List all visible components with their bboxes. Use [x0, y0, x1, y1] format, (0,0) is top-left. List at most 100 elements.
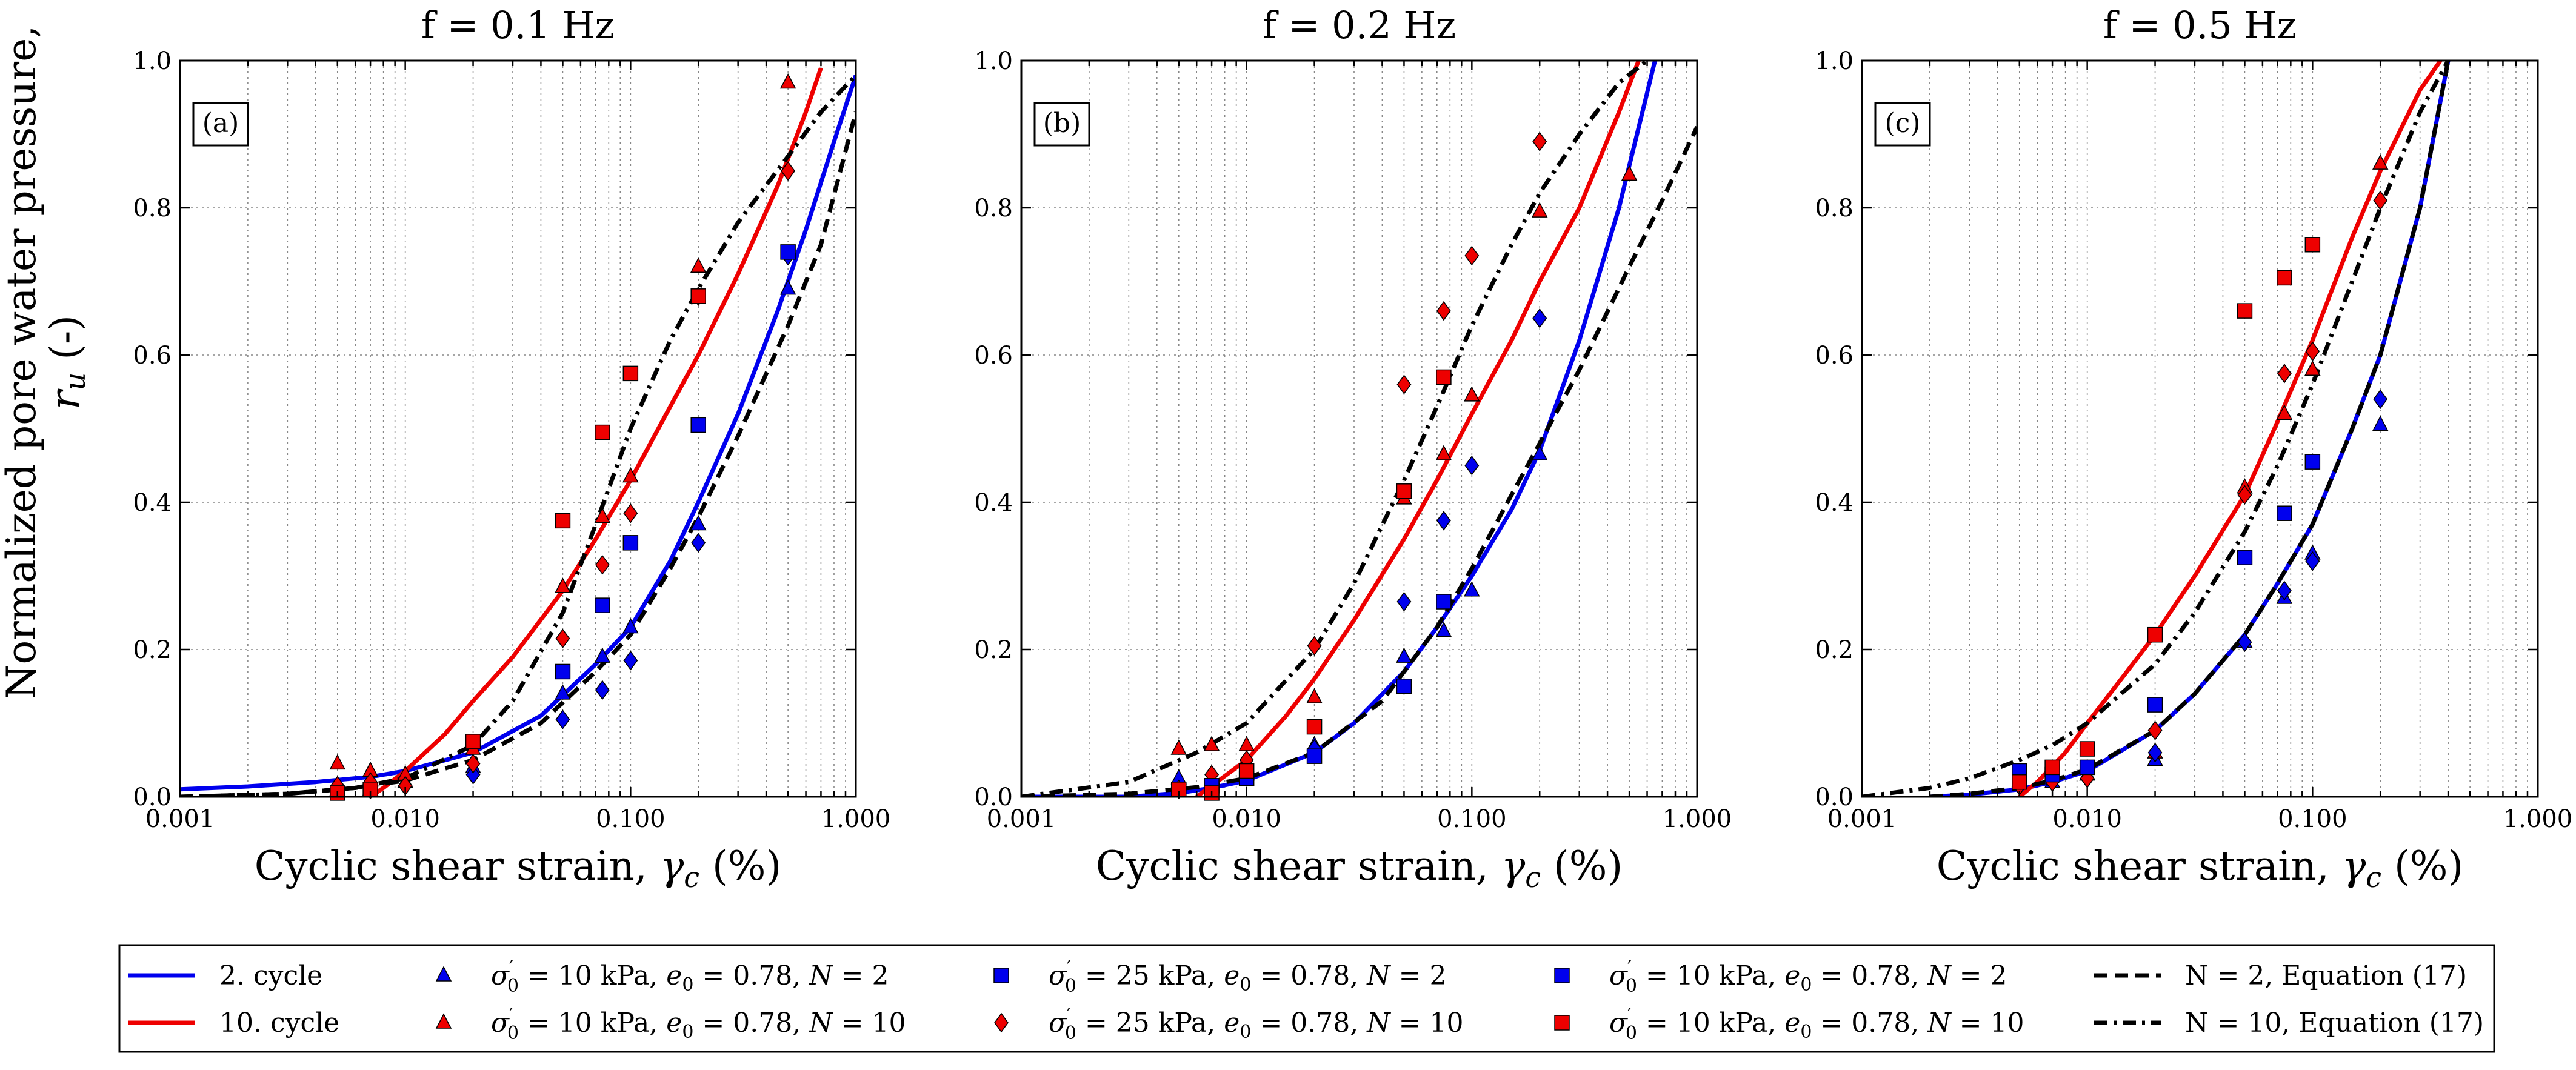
x-tick-label: 1.000 [1663, 805, 1732, 833]
data-point-square-red [2237, 303, 2253, 319]
data-point-diamond-blue [1396, 591, 1412, 612]
data-point-triangle-blue [779, 279, 796, 295]
data-point-diamond-blue [555, 709, 570, 729]
xlabel-subscript: c [1525, 861, 1541, 894]
panel-label: (a) [202, 108, 239, 139]
data-point-square-blue [555, 663, 571, 680]
x-tick-label: 0.010 [1212, 805, 1281, 833]
y-axis-label-line2: ru (-) [42, 315, 92, 410]
legend-label-part: = 0.78, [1812, 960, 1927, 991]
data-point-diamond-blue [2305, 551, 2320, 571]
xlabel-subscript: c [2366, 861, 2381, 894]
y-tick-label: 0.4 [1815, 489, 1854, 517]
legend-entry: σ′ 0 = 10 kPa, e0 = 0.78, N = 10 [1554, 1005, 2024, 1044]
y-tick-label: 0.6 [133, 342, 172, 370]
data-point-diamond-blue [2277, 580, 2292, 601]
legend-label-part: N [809, 1008, 833, 1038]
x-tick-label: 0.010 [370, 805, 440, 833]
legend-label-part: N [1366, 960, 1391, 991]
series-line-n-2-equation-17- [180, 111, 856, 797]
xlabel-main: Cyclic shear strain, [1096, 843, 1501, 889]
panel-label-box [192, 102, 249, 147]
series-line-n-2-equation-17- [1021, 125, 1697, 797]
data-point-square-red [1436, 369, 1452, 385]
curves [1021, 61, 1697, 797]
legend-label-part: = 2 [833, 960, 889, 991]
legend-label-part: σ [1609, 960, 1629, 991]
data-point-triangle-red [329, 754, 346, 770]
y-axis-label-line1: Normalized pore water pressure, [0, 25, 45, 699]
grid [180, 61, 856, 797]
legend-entry: σ′ 0 = 10 kPa, e0 = 0.78, N = 10 [435, 1005, 906, 1044]
data-point-diamond-blue [2237, 632, 2252, 653]
data-point-triangle-red [2372, 154, 2389, 170]
chart-panel-2: 0.001 0.010 0.100 1.000 0.0 0.2 0.4 0.6 0.8 1.0 f … [974, 3, 1732, 894]
xlabel-unit: (%) [1541, 843, 1623, 889]
data-point-triangle-blue [1464, 581, 1480, 597]
y-axis-label: Normalized pore water pressure, ru (-) [0, 25, 92, 699]
data-point-square-blue [1306, 748, 1323, 764]
data-point-triangle-red [1306, 688, 1323, 703]
data-point-diamond-red [555, 628, 570, 649]
data-point-diamond-blue [465, 765, 481, 785]
chart-panel-1: 0.001 0.010 0.100 1.000 0.0 0.2 0.4 0.6 0.8 1.0 f … [133, 3, 890, 894]
data-point-square-blue [2304, 454, 2321, 470]
data-point-diamond-blue [2373, 389, 2388, 410]
y-tick-label: 0.6 [1815, 342, 1854, 370]
y-tick-label: 0.6 [974, 342, 1013, 370]
x-tick-label: 1.000 [821, 805, 891, 833]
series-line-n-10-equation-17- [1021, 61, 1649, 797]
data-point-diamond-red [623, 503, 638, 523]
data-point-diamond-red [2305, 341, 2320, 362]
legend-label: σ′ 0 = 10 kPa, e0 = 0.78, N = 10 [1609, 1005, 2024, 1044]
data-point-triangle-red [1203, 736, 1220, 751]
legend-label-part: 0 [682, 1022, 693, 1043]
y-tick-label: 0.4 [133, 489, 172, 517]
data-point-triangle-blue [1531, 445, 1548, 460]
legend-marker [435, 966, 452, 982]
legend-label: N = 2, Equation (17) [2185, 960, 2467, 991]
x-tick-label: 0.001 [987, 805, 1056, 833]
data-point-triangle-red [690, 257, 707, 273]
data-point-triangle-red [1435, 445, 1452, 460]
panel-label: (c) [1885, 108, 1921, 139]
data-point-diamond-blue [2147, 742, 2163, 763]
legend-label-part: N [809, 960, 833, 991]
panel-label: (b) [1043, 108, 1081, 139]
data-point-square-blue [1436, 594, 1452, 610]
legend-label-part: 0 [1065, 975, 1076, 997]
y-tick-label: 1.0 [1815, 47, 1854, 75]
data-point-square-blue [595, 597, 610, 613]
x-tick-label: 0.010 [2052, 805, 2122, 833]
plot-area [1021, 61, 1697, 797]
xlabel-main: Cyclic shear strain, [255, 843, 660, 889]
panel-label-box [1033, 102, 1090, 147]
data-point-triangle-red [1621, 165, 1638, 181]
data-point-triangle-red [2304, 360, 2321, 376]
legend-label-part: e [1224, 1008, 1240, 1038]
legend-label-part: σ [1609, 1008, 1629, 1038]
legend-marker [1554, 1015, 1570, 1031]
data-point-square-red [2147, 626, 2163, 643]
legend-label-part: = 0.78, [693, 1008, 809, 1038]
legend-marker [993, 968, 1009, 983]
data-point-diamond-red [465, 754, 481, 774]
ticks [179, 59, 857, 798]
legend-label-part: = 10 kPa, [519, 960, 666, 991]
data-point-triangle-blue [2372, 415, 2389, 431]
data-point-diamond-red [1464, 245, 1480, 266]
y-tick-label: 1.0 [133, 47, 172, 75]
data-point-diamond-red [1436, 301, 1451, 321]
data-point-diamond-red [595, 555, 610, 575]
data-point-square-red [2277, 270, 2292, 286]
series-line-10-cycle [2018, 61, 2443, 797]
legend-marker [1554, 968, 1570, 983]
legend-label-part: = 0.78, [1251, 960, 1367, 991]
legend-label-part: σ [1049, 960, 1068, 991]
legend-label-part: σ [491, 960, 510, 991]
data-point-square-blue [690, 417, 706, 433]
legend-label-part: e [666, 960, 682, 991]
legend-box [118, 944, 2495, 1053]
legend-label-part: 0 [1240, 974, 1251, 995]
legend-label: N = 10, Equation (17) [2185, 1008, 2484, 1038]
